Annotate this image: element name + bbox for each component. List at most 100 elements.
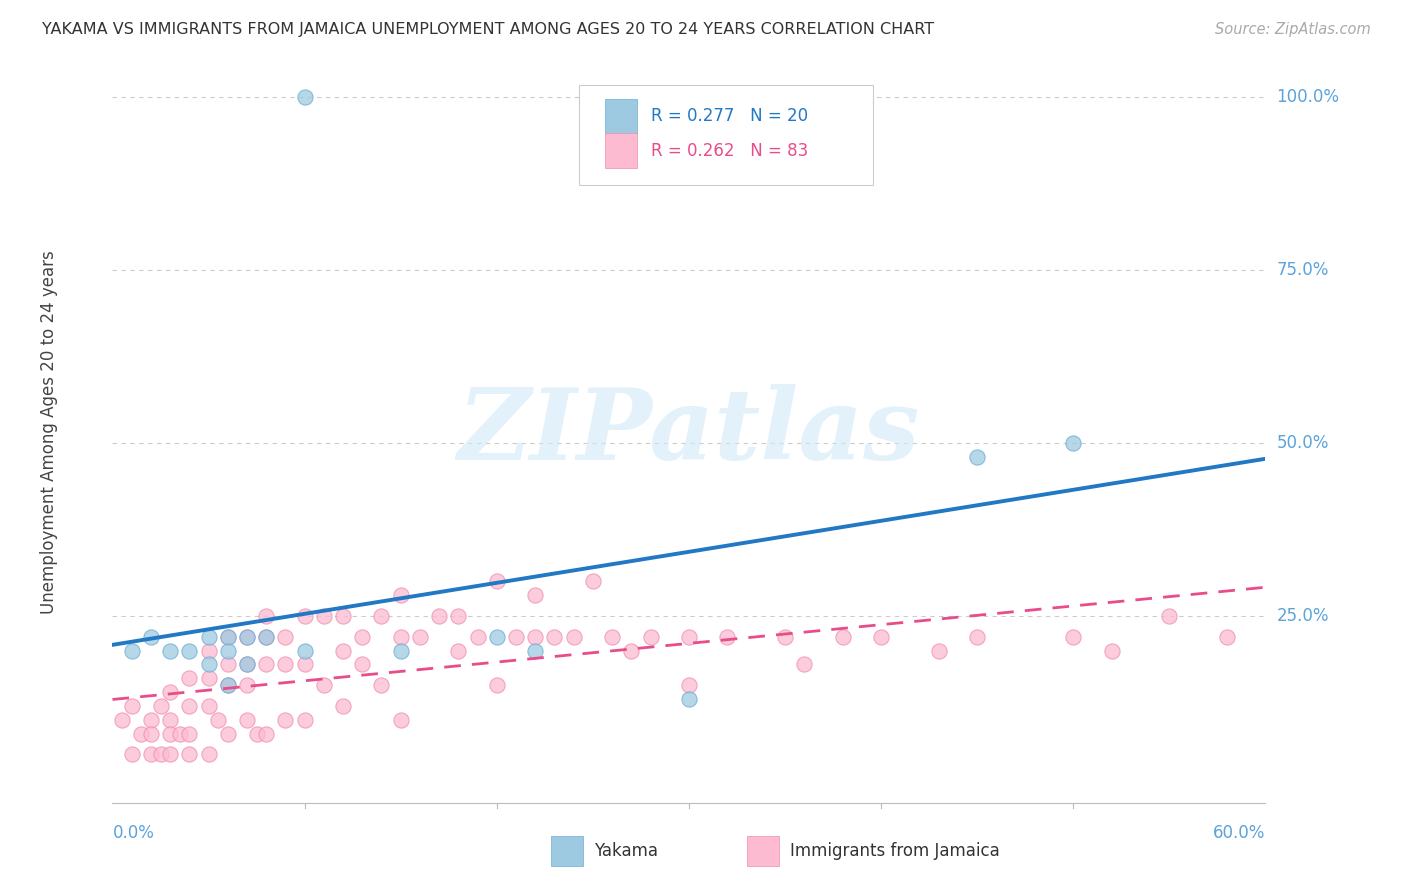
Point — [543, 630, 565, 644]
Point — [254, 630, 277, 644]
Point — [389, 713, 412, 727]
Point — [524, 630, 547, 644]
Bar — [605, 133, 637, 169]
Point — [294, 90, 316, 104]
Bar — [551, 836, 583, 866]
Point — [312, 609, 335, 624]
Point — [352, 657, 374, 672]
Point — [870, 630, 893, 644]
Point — [139, 747, 162, 762]
Point — [274, 657, 297, 672]
Point — [505, 630, 527, 644]
Text: YAKAMA VS IMMIGRANTS FROM JAMAICA UNEMPLOYMENT AMONG AGES 20 TO 24 YEARS CORRELA: YAKAMA VS IMMIGRANTS FROM JAMAICA UNEMPL… — [42, 22, 935, 37]
Point — [217, 726, 239, 740]
Point — [1062, 436, 1084, 450]
Point — [197, 643, 219, 657]
Text: 60.0%: 60.0% — [1213, 823, 1265, 841]
Point — [139, 630, 162, 644]
Point — [207, 713, 229, 727]
Point — [524, 588, 547, 602]
Point — [179, 747, 201, 762]
Point — [254, 726, 277, 740]
Point — [966, 450, 988, 464]
Point — [312, 678, 335, 692]
Point — [236, 713, 259, 727]
Point — [197, 630, 219, 644]
Text: ZIPatlas: ZIPatlas — [458, 384, 920, 481]
Point — [332, 698, 354, 713]
Text: Yakama: Yakama — [595, 842, 658, 860]
Point — [1216, 630, 1239, 644]
Point — [159, 747, 181, 762]
Bar — [747, 836, 779, 866]
Text: 75.0%: 75.0% — [1277, 261, 1329, 279]
Point — [294, 643, 316, 657]
Point — [236, 630, 259, 644]
Point — [121, 698, 143, 713]
Point — [352, 630, 374, 644]
Bar — [605, 99, 637, 135]
Point — [129, 726, 153, 740]
Point — [524, 643, 547, 657]
Point — [217, 678, 239, 692]
Point — [139, 726, 162, 740]
Point — [254, 609, 277, 624]
Point — [179, 726, 201, 740]
Point — [197, 657, 219, 672]
Point — [447, 643, 470, 657]
Text: R = 0.277   N = 20: R = 0.277 N = 20 — [651, 108, 808, 126]
Point — [179, 671, 201, 685]
Point — [582, 574, 605, 589]
Point — [121, 643, 143, 657]
Point — [246, 726, 269, 740]
FancyBboxPatch shape — [579, 85, 873, 185]
Point — [467, 630, 489, 644]
Point — [121, 747, 143, 762]
Point — [332, 643, 354, 657]
Point — [678, 692, 700, 706]
Point — [389, 643, 412, 657]
Point — [928, 643, 950, 657]
Point — [370, 678, 392, 692]
Text: 100.0%: 100.0% — [1277, 88, 1340, 106]
Text: 0.0%: 0.0% — [112, 823, 155, 841]
Point — [678, 678, 700, 692]
Point — [197, 671, 219, 685]
Point — [640, 630, 662, 644]
Point — [773, 630, 796, 644]
Point — [274, 630, 297, 644]
Point — [217, 643, 239, 657]
Point — [111, 713, 134, 727]
Point — [159, 726, 181, 740]
Point — [236, 657, 259, 672]
Point — [1062, 630, 1084, 644]
Point — [294, 657, 316, 672]
Text: R = 0.262   N = 83: R = 0.262 N = 83 — [651, 142, 808, 160]
Point — [966, 630, 988, 644]
Point — [294, 609, 316, 624]
Point — [179, 643, 201, 657]
Point — [139, 713, 162, 727]
Point — [217, 630, 239, 644]
Point — [217, 678, 239, 692]
Point — [485, 574, 508, 589]
Point — [217, 630, 239, 644]
Point — [217, 657, 239, 672]
Point — [197, 698, 219, 713]
Point — [562, 630, 585, 644]
Point — [254, 630, 277, 644]
Point — [254, 657, 277, 672]
Point — [169, 726, 191, 740]
Text: Immigrants from Jamaica: Immigrants from Jamaica — [790, 842, 1000, 860]
Point — [1159, 609, 1181, 624]
Point — [1101, 643, 1123, 657]
Point — [620, 643, 643, 657]
Point — [389, 630, 412, 644]
Text: Source: ZipAtlas.com: Source: ZipAtlas.com — [1215, 22, 1371, 37]
Point — [716, 630, 738, 644]
Point — [485, 678, 508, 692]
Point — [793, 657, 815, 672]
Point — [236, 678, 259, 692]
Point — [678, 630, 700, 644]
Text: Unemployment Among Ages 20 to 24 years: Unemployment Among Ages 20 to 24 years — [39, 251, 58, 615]
